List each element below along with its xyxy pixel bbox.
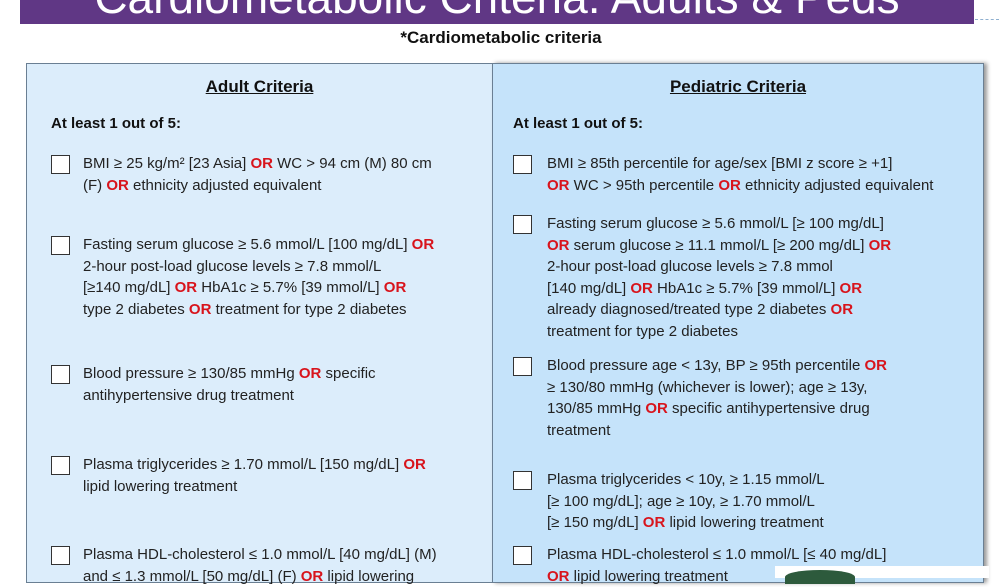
pediatric-criterion-text: Plasma triglycerides < 10y, ≥ 1.15 mmol/… (547, 469, 825, 534)
adult-criterion-checkbox[interactable] (51, 365, 70, 384)
pediatric-header: Pediatric Criteria (669, 77, 807, 96)
criterion-segment: 130/85 mmHg (547, 400, 646, 417)
or-keyword: OR (645, 400, 668, 417)
adult-criterion-text: Fasting serum glucose ≥ 5.6 mmol/L [100 … (83, 234, 434, 320)
criterion-segment: Fasting serum glucose ≥ 5.6 mmol/L [≥ 10… (547, 215, 884, 232)
pediatric-criterion-text: Blood pressure age < 13y, BP ≥ 95th perc… (547, 355, 887, 441)
adult-criterion-checkbox[interactable] (51, 236, 70, 255)
criterion-segment: serum glucose ≥ 11.1 mmol/L [≥ 200 mg/dL… (569, 236, 869, 254)
pediatric-criterion-text: Fasting serum glucose ≥ 5.6 mmol/L [≥ 10… (547, 213, 891, 342)
criterion-segment: ethnicity adjusted equivalent (128, 176, 322, 194)
criterion-segment: [140 mg/dL] (547, 279, 631, 297)
adult-lead: At least 1 out of 5: (51, 115, 182, 132)
adult-criterion-text: Blood pressure ≥ 130/85 mmHg OR specific… (83, 363, 376, 406)
criterion-segment: lipid lowering (323, 567, 415, 585)
criterion-segment: lipid lowering treatment (569, 567, 728, 585)
adult-criterion-text: Plasma HDL-cholesterol ≤ 1.0 mmol/L [40 … (83, 544, 437, 587)
adult-criteria-panel: Adult Criteria At least 1 out of 5: BMI … (26, 63, 493, 585)
or-keyword: OR (547, 176, 570, 194)
or-keyword: OR (830, 301, 854, 318)
criterion-segment: 2-hour post-load glucose levels ≥ 7.8 mm… (83, 257, 382, 275)
or-keyword: OR (298, 365, 322, 382)
criterion-segment: Blood pressure age < 13y, BP ≥ 95th perc… (547, 357, 865, 374)
adult-criterion-checkbox[interactable] (51, 546, 70, 565)
adult-criterion-text: BMI ≥ 25 kg/m² [23 Asia] OR WC > 94 cm (… (83, 153, 432, 196)
or-keyword: OR (106, 176, 129, 194)
slide-title: Cardiometabolic Criteria: Adults & Peds (20, 0, 974, 24)
logo (775, 566, 989, 584)
adult-criterion-text: Plasma triglycerides ≥ 1.70 mmol/L [150 … (83, 454, 426, 497)
criterion-segment: lipid lowering treatment (83, 477, 238, 495)
or-keyword: OR (411, 236, 435, 253)
criterion-segment: 2-hour post-load glucose levels ≥ 7.8 mm… (547, 258, 833, 275)
criterion-segment: type 2 diabetes (83, 300, 189, 318)
or-keyword: OR (383, 279, 407, 296)
or-keyword: OR (547, 236, 570, 254)
criterion-segment: [≥ 150 mg/dL] (547, 514, 643, 531)
criterion-segment: Fasting serum glucose ≥ 5.6 mmol/L [100 … (83, 236, 412, 253)
criterion-segment: antihypertensive drug treatment (83, 386, 294, 404)
pediatric-criterion-text: BMI ≥ 85th percentile for age/sex [BMI z… (547, 153, 933, 196)
pediatric-lead: At least 1 out of 5: (513, 115, 644, 132)
adult-criterion-checkbox[interactable] (51, 155, 70, 174)
criterion-segment: Blood pressure ≥ 130/85 mmHg (83, 365, 299, 382)
or-keyword: OR (403, 456, 426, 473)
or-keyword: OR (300, 567, 324, 585)
criterion-segment: lipid lowering treatment (665, 514, 824, 531)
pediatric-criteria-panel: Pediatric Criteria At least 1 out of 5: … (492, 63, 984, 585)
criterion-segment: Plasma HDL-cholesterol ≤ 1.0 mmol/L [40 … (83, 546, 437, 563)
criterion-segment: treatment (547, 421, 611, 439)
criterion-segment: Plasma triglycerides ≥ 1.70 mmol/L [150 … (83, 456, 404, 473)
or-keyword: OR (868, 236, 892, 254)
logo-mark (785, 570, 855, 584)
criterion-segment: WC > 95th percentile (569, 176, 719, 194)
or-keyword: OR (718, 176, 741, 194)
pediatric-criterion-checkbox[interactable] (513, 155, 532, 174)
pediatric-criterion-checkbox[interactable] (513, 357, 532, 376)
or-keyword: OR (547, 567, 570, 585)
or-keyword: OR (839, 279, 863, 297)
subtitle: *Cardiometabolic criteria (400, 28, 602, 47)
pediatric-criterion-checkbox[interactable] (513, 471, 532, 490)
adult-criterion-checkbox[interactable] (51, 456, 70, 475)
criterion-segment: HbA1c ≥ 5.7% [39 mmol/L] (652, 279, 840, 297)
criterion-segment: BMI ≥ 25 kg/m² [23 Asia] (83, 155, 251, 172)
criterion-segment: and ≤ 1.3 mmol/L [50 mg/dL] (F) (83, 567, 301, 585)
or-keyword: OR (174, 279, 198, 296)
divider (975, 19, 999, 20)
criterion-segment: WC > 94 cm (M) 80 cm (272, 155, 432, 172)
criterion-segment: specific (321, 365, 376, 382)
or-keyword: OR (188, 300, 212, 318)
criterion-segment: ≥ 130/80 mmHg (whichever is lower); age … (547, 378, 868, 396)
pediatric-criterion-checkbox[interactable] (513, 546, 532, 565)
adult-header: Adult Criteria (205, 77, 314, 96)
criterion-segment: [≥ 100 mg/dL]; age ≥ 10y, ≥ 1.70 mmol/L (547, 492, 815, 510)
or-keyword: OR (864, 357, 887, 374)
criterion-segment: ethnicity adjusted equivalent (740, 176, 934, 194)
criterion-segment: HbA1c ≥ 5.7% [39 mmol/L] (197, 279, 384, 296)
or-keyword: OR (642, 514, 666, 531)
pediatric-criterion-checkbox[interactable] (513, 215, 532, 234)
criterion-segment: already diagnosed/treated type 2 diabete… (547, 301, 831, 318)
criterion-segment: BMI ≥ 85th percentile for age/sex [BMI z… (547, 155, 893, 172)
criterion-segment: specific antihypertensive drug (667, 400, 870, 417)
criterion-segment: [≥140 mg/dL] (83, 279, 175, 296)
criterion-segment: Plasma triglycerides < 10y, ≥ 1.15 mmol/… (547, 471, 825, 488)
title-banner: Cardiometabolic Criteria: Adults & Peds (20, 0, 974, 24)
or-keyword: OR (630, 279, 653, 297)
or-keyword: OR (250, 155, 273, 172)
criterion-segment: Plasma HDL-cholesterol ≤ 1.0 mmol/L [≤ 4… (547, 546, 887, 563)
criterion-segment: treatment for type 2 diabetes (547, 322, 738, 340)
criterion-segment: treatment for type 2 diabetes (211, 300, 407, 318)
criterion-segment: (F) (83, 176, 107, 194)
